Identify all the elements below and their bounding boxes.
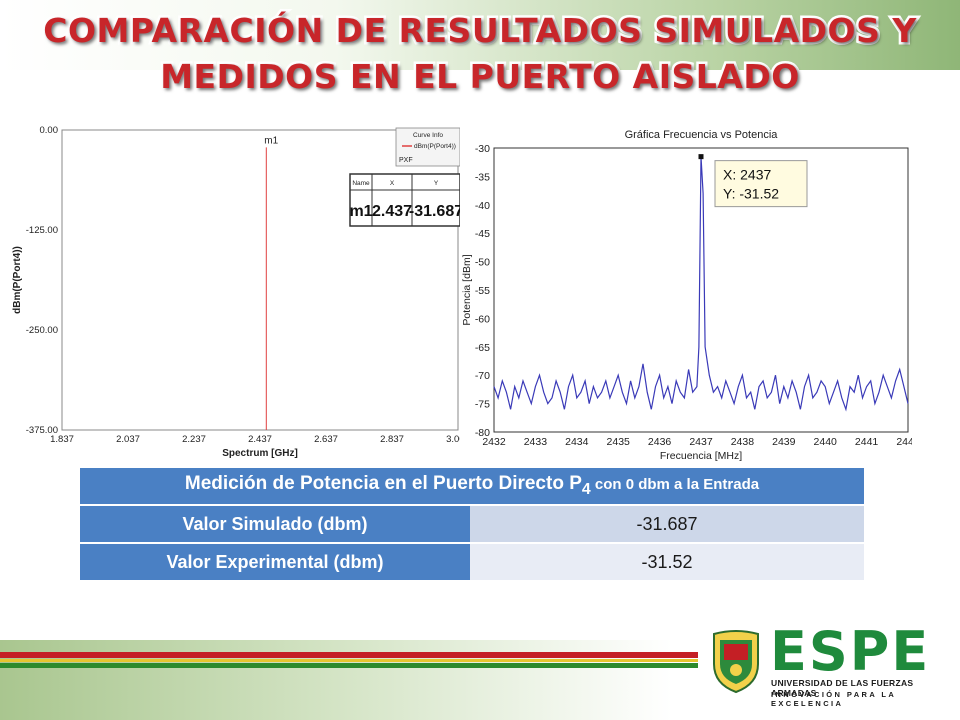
chart-tick-labels: 2432 2433 2434 2435 2436 2437 2438 2439 2440 2441… xyxy=(475,143,912,448)
x-tick-label: 2437 xyxy=(689,436,713,448)
table-row: Valor Simulado (dbm) -31.687 xyxy=(80,504,864,543)
legend-source: PXF xyxy=(399,157,413,164)
simulated-spectrum-chart: 1.837 2.037 2.237 2.437 2.637 2.837 3.000 0.00 -… xyxy=(10,118,462,466)
y-tick-label: -375.00 xyxy=(26,425,58,436)
table-header-row: Medición de Potencia en el Puerto Direct… xyxy=(80,468,864,505)
y-tick-label: -45 xyxy=(475,228,490,240)
legend-header: Curve Info xyxy=(413,132,443,139)
y-tick-label: -35 xyxy=(475,171,490,183)
x-tick-label: 2432 xyxy=(482,436,506,448)
x-tick-label: 2.637 xyxy=(314,434,338,445)
marker-table-header-x: X xyxy=(390,180,395,187)
table-header-subscript: 4 xyxy=(581,480,591,498)
y-tick-label: -50 xyxy=(475,257,490,269)
marker-table-y: -31.687 xyxy=(409,203,462,220)
y-tick-label: -125.00 xyxy=(26,225,58,236)
x-tick-label: 2.237 xyxy=(182,434,206,445)
x-tick-label: 2.437 xyxy=(248,434,272,445)
table-row-value: -31.52 xyxy=(470,542,864,580)
x-tick-label: 2439 xyxy=(772,436,796,448)
chart-title: Gráfica Frecuencia vs Potencia xyxy=(625,129,779,141)
chart-tick-labels: 1.837 2.037 2.237 2.437 2.637 2.837 3.000 0.00 -… xyxy=(26,125,462,445)
y-axis-label: Potencia [dBm] xyxy=(461,254,473,325)
x-tick-label: 2438 xyxy=(731,436,755,448)
y-tick-label: -30 xyxy=(475,143,490,155)
x-tick-label: 2433 xyxy=(524,436,548,448)
y-tick-label: -80 xyxy=(475,427,490,439)
marker-table-x: 2.437 xyxy=(372,203,412,220)
table-header-text: Medición de Potencia en el Puerto Direct… xyxy=(184,473,582,495)
datatip-x: X: 2437 xyxy=(723,167,771,183)
datatip-box: X: 2437 Y: -31.52 xyxy=(714,160,808,208)
table-header: Medición de Potencia en el Puerto Direct… xyxy=(80,468,864,505)
x-tick-label: 2434 xyxy=(565,436,589,448)
y-tick-label: -70 xyxy=(475,370,490,382)
y-tick-label: -55 xyxy=(475,285,490,297)
header-background xyxy=(0,0,960,70)
slide-title: COMPARACIÓN DE RESULTADOS SIMULADOS Y ME… xyxy=(0,8,960,100)
table-header-tail: con 0 dbm a la Entrada xyxy=(590,476,760,494)
x-tick-label: 3.000 xyxy=(446,434,462,445)
x-tick-label: 2440 xyxy=(814,436,838,448)
marker-table-name: m1 xyxy=(349,203,372,220)
y-tick-label: -75 xyxy=(475,399,490,411)
y-tick-label: 0.00 xyxy=(40,125,59,136)
x-tick-label: 2441 xyxy=(855,436,879,448)
marker-label: m1 xyxy=(264,135,278,146)
university-name: UNIVERSIDAD DE LAS FUERZAS ARMADAS xyxy=(771,678,914,698)
table-row-value: -31.687 xyxy=(470,504,864,543)
footer-stripe-green xyxy=(0,663,700,668)
university-motto: INNOVACIÓN PARA LA EXCELENCIA xyxy=(771,690,896,708)
table-row-label: Valor Simulado (dbm) xyxy=(80,504,470,543)
footer-stripe-yellow xyxy=(0,659,700,662)
x-axis-label: Frecuencia [MHz] xyxy=(660,450,742,462)
y-axis-label: dBm(P(Port4)) xyxy=(12,246,23,314)
table-row: Valor Experimental (dbm) -31.52 xyxy=(80,542,864,580)
y-tick-label: -60 xyxy=(475,313,490,325)
slide-title-line1: COMPARACIÓN DE RESULTADOS SIMULADOS Y xyxy=(41,9,919,53)
x-tick-label: 2442 xyxy=(896,436,912,448)
measured-spectrum-chart: Gráfica Frecuencia vs Potencia 2432 2433 2… xyxy=(460,118,912,466)
slide-title-line2: MEDIDOS EN EL PUERTO AISLADO xyxy=(158,55,802,99)
marker-table: Name X Y m1 2.437 -31.687 xyxy=(349,173,462,227)
x-tick-label: 2436 xyxy=(648,436,672,448)
x-tick-label: 2.837 xyxy=(380,434,404,445)
x-tick-label: 1.837 xyxy=(50,434,74,445)
results-table: Medición de Potencia en el Puerto Direct… xyxy=(80,468,864,580)
espe-logo-text: ESPE xyxy=(770,620,931,683)
marker-table-header-name: Name xyxy=(352,180,370,187)
datatip-point xyxy=(698,154,704,160)
marker-table-header-y: Y xyxy=(434,180,439,187)
footer-stripe-red xyxy=(0,652,700,658)
x-axis-label: Spectrum [GHz] xyxy=(222,448,298,459)
datatip-y: Y: -31.52 xyxy=(723,186,779,202)
university-crest-icon xyxy=(713,630,759,694)
x-tick-label: 2435 xyxy=(607,436,631,448)
legend-entry: dBm(P(Port4)) xyxy=(414,143,456,150)
y-tick-label: -250.00 xyxy=(26,325,58,336)
table-row-label: Valor Experimental (dbm) xyxy=(80,542,470,580)
y-tick-label: -40 xyxy=(475,200,490,212)
x-tick-label: 2.037 xyxy=(116,434,140,445)
y-tick-label: -65 xyxy=(475,342,490,354)
curve-info-legend: Curve Info dBm(P(Port4)) PXF xyxy=(395,127,461,167)
